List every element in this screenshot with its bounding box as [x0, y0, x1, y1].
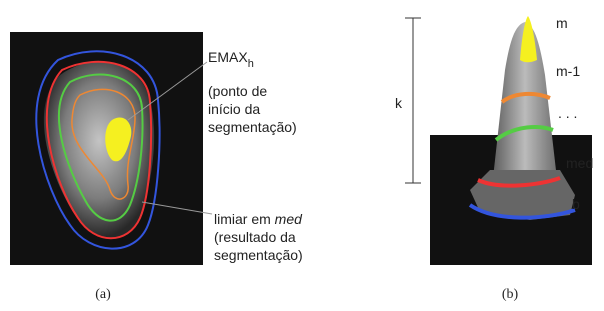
- label: m: [556, 15, 568, 31]
- caption: (a): [95, 287, 111, 302]
- label: . . .: [558, 105, 577, 121]
- k-bracket: [405, 18, 421, 183]
- annotation: EMAXh: [208, 49, 254, 70]
- label: b: [572, 196, 580, 212]
- label: k: [395, 95, 403, 111]
- image-a: [10, 32, 203, 265]
- caption: (b): [502, 287, 519, 302]
- label: med: [566, 155, 593, 171]
- figure: EMAXh (ponto de início da segmentação) l…: [0, 0, 604, 311]
- annotation: (resultado da: [214, 229, 296, 245]
- label: m-1: [556, 63, 580, 79]
- annotation: início da: [208, 101, 260, 117]
- annotation: segmentação): [208, 119, 297, 135]
- annotation: (ponto de: [208, 83, 267, 99]
- annotation: limiar em med: [214, 211, 303, 227]
- annotation: segmentação): [214, 247, 303, 263]
- image-b: [430, 16, 592, 265]
